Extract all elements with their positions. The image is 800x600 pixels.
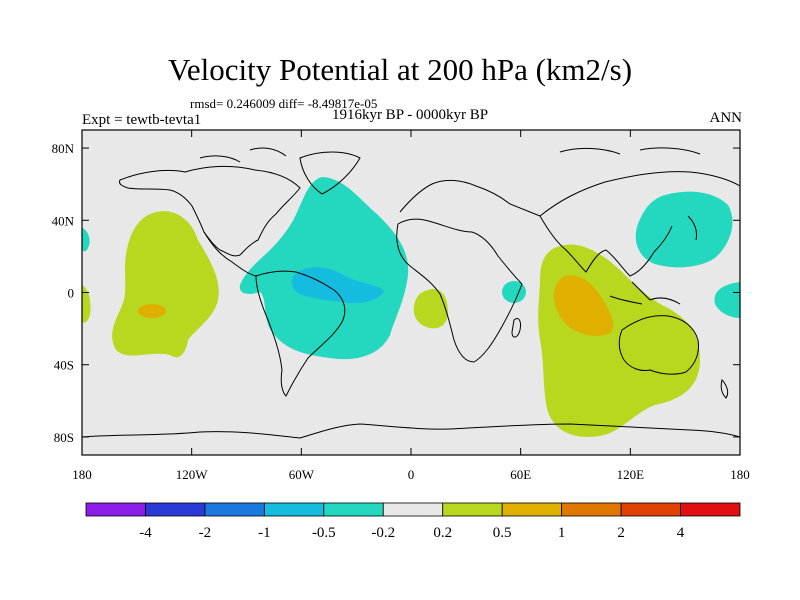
coastline-madagascar xyxy=(511,317,521,338)
time-period-subtitle: 1916kyr BP - 0000kyr BP xyxy=(331,107,489,123)
colorbar-swatch xyxy=(204,502,265,517)
coastline-asia xyxy=(539,171,740,217)
x-tick-label: 0 xyxy=(408,467,415,482)
contour-regions xyxy=(82,147,740,439)
colorbar-swatch xyxy=(442,502,503,517)
x-tick-label: 180 xyxy=(72,467,92,482)
colorbar-label: -0.2 xyxy=(371,525,395,541)
coastline-europe xyxy=(399,179,541,217)
axis-ticks: 180 120W 60W 0 60E 120E 180 80N 40N 0 40S 80S xyxy=(52,130,750,482)
coastline-south-america xyxy=(255,270,346,397)
coastline-north-america xyxy=(119,165,301,257)
coastlines xyxy=(82,147,740,439)
colorbar-swatch xyxy=(85,502,146,517)
coastline-africa xyxy=(396,218,523,363)
chart-title: Velocity Potential at 200 hPa (km2/s) xyxy=(167,52,633,87)
coastline-greenland xyxy=(299,151,361,195)
colorbar-swatch xyxy=(501,502,563,517)
region-south-atlantic-positive xyxy=(413,289,448,329)
region-amazon-negative-core xyxy=(291,267,384,304)
x-tick-label: 180 xyxy=(730,467,750,482)
coastline-indonesia xyxy=(609,281,681,305)
coastline-south-asia xyxy=(539,215,673,277)
colorbar-swatch xyxy=(620,502,681,517)
region-indian-ocean-positive-core xyxy=(554,275,614,336)
y-tick-label: 40S xyxy=(54,358,74,373)
colorbar: -4 -2 -1 -0.5 -0.2 0.2 0.5 1 2 4 xyxy=(85,502,741,541)
colorbar-label: 4 xyxy=(677,525,685,541)
coastline-new-zealand xyxy=(720,379,729,399)
region-east-pacific-positive xyxy=(112,211,219,358)
experiment-label: Expt = tewtb-tevta1 xyxy=(82,112,202,128)
x-tick-label: 60E xyxy=(510,467,531,482)
coastline-antarctica xyxy=(82,423,740,439)
region-west-edge-teal xyxy=(82,228,90,252)
coastline-arctic-islands xyxy=(199,147,701,163)
colorbar-label: 0.2 xyxy=(433,525,452,541)
colorbar-label: -4 xyxy=(139,525,152,541)
colorbar-label: -1 xyxy=(258,525,271,541)
region-west-pacific-north-negative xyxy=(635,191,733,268)
region-east-pacific-positive-core xyxy=(138,304,166,318)
y-tick-label: 80N xyxy=(52,141,75,156)
colorbar-swatch xyxy=(145,502,206,517)
season-label: ANN xyxy=(709,110,743,126)
y-tick-label: 40N xyxy=(52,213,75,228)
colorbar-swatch xyxy=(263,502,325,517)
coastline-japan xyxy=(687,215,697,241)
x-tick-label: 60W xyxy=(289,467,315,482)
x-tick-label: 120E xyxy=(617,467,645,482)
colorbar-swatch xyxy=(382,502,444,517)
y-tick-label: 80S xyxy=(54,430,74,445)
region-west-edge-green xyxy=(82,285,91,323)
coastline-australia xyxy=(618,315,699,375)
region-east-edge-teal xyxy=(714,282,740,318)
colorbar-swatch xyxy=(680,502,741,517)
colorbar-label: -2 xyxy=(199,525,212,541)
region-east-africa-negative xyxy=(502,281,526,303)
rmsd-diff-stats: rmsd= 0.246009 diff= -8.49817e-05 xyxy=(190,96,378,111)
coastline-central-america xyxy=(203,231,257,277)
x-tick-label: 120W xyxy=(176,467,209,482)
colorbar-label: 2 xyxy=(617,525,625,541)
y-tick-label: 0 xyxy=(68,286,75,301)
colorbar-swatch xyxy=(323,502,384,517)
colorbar-label: -0.5 xyxy=(312,525,336,541)
colorbar-label: 1 xyxy=(558,525,566,541)
colorbar-swatch xyxy=(561,502,622,517)
colorbar-label: 0.5 xyxy=(493,525,512,541)
